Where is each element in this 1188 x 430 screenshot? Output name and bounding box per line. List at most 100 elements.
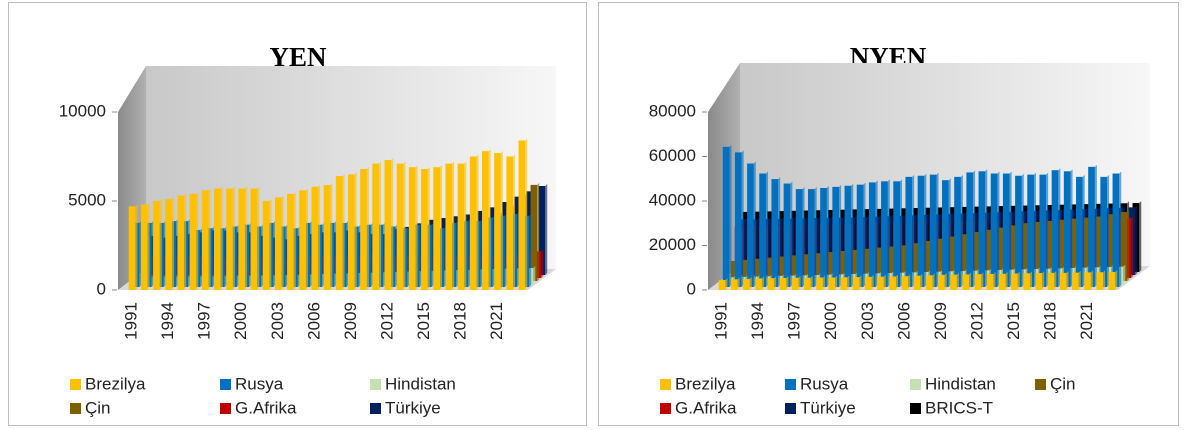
legend-label: Brezilya xyxy=(675,374,736,393)
bar-side xyxy=(912,174,915,287)
bar-side xyxy=(147,202,150,290)
bar xyxy=(840,277,848,290)
bar xyxy=(1112,173,1120,287)
bar-side xyxy=(545,184,548,275)
bar xyxy=(791,255,799,281)
bar-side xyxy=(1066,270,1069,290)
bar xyxy=(140,204,148,290)
bar-side xyxy=(1078,270,1081,290)
bar xyxy=(937,238,945,281)
bar xyxy=(250,188,258,290)
bar-side xyxy=(908,274,911,290)
bar-side xyxy=(960,174,963,287)
bar-side xyxy=(847,275,850,290)
bar xyxy=(238,188,246,290)
bar-side xyxy=(1127,210,1130,281)
bar-side xyxy=(932,273,935,290)
bar-side xyxy=(924,173,927,287)
legend-label: Türkiye xyxy=(385,398,441,417)
bar-side xyxy=(944,272,947,290)
bar xyxy=(1015,175,1022,287)
bar xyxy=(767,257,774,281)
bar-side xyxy=(427,166,430,290)
bar xyxy=(803,254,811,281)
y-tick-label: 40000 xyxy=(649,190,696,209)
bar-side xyxy=(895,274,898,290)
bar-side xyxy=(1103,270,1106,290)
y-tick-label: 0 xyxy=(97,279,106,298)
bar-side xyxy=(159,199,162,290)
x-tick-label: 1994 xyxy=(748,302,767,340)
bar xyxy=(990,173,998,287)
bar xyxy=(917,175,925,287)
bar xyxy=(868,182,876,287)
bar xyxy=(1084,272,1091,290)
bar-side xyxy=(257,186,260,290)
bar xyxy=(469,156,477,290)
legend-label: Hindistan xyxy=(385,374,456,393)
bar-side xyxy=(1082,174,1085,287)
bar xyxy=(743,278,750,290)
bar-side xyxy=(1094,164,1097,287)
bar xyxy=(747,163,754,287)
x-tick-label: 2012 xyxy=(377,302,396,340)
bar xyxy=(189,193,197,290)
bar xyxy=(929,174,937,287)
bar xyxy=(457,163,465,290)
bar-side xyxy=(525,138,528,290)
bar xyxy=(1035,222,1042,281)
bar xyxy=(742,259,750,281)
bar xyxy=(913,243,921,281)
bar xyxy=(323,184,331,290)
legend-swatch xyxy=(370,379,381,390)
bar-side xyxy=(1070,169,1073,287)
y-tick-label: 5000 xyxy=(68,190,106,209)
bar xyxy=(1047,272,1055,290)
bar-side xyxy=(790,181,793,287)
bar xyxy=(804,277,811,290)
bar xyxy=(844,185,852,287)
x-tick-label: 2000 xyxy=(821,302,840,340)
bar xyxy=(1059,272,1067,290)
bar xyxy=(335,176,343,290)
bar-side xyxy=(529,213,532,287)
bar-side xyxy=(920,273,923,290)
bar xyxy=(771,179,779,287)
bar-side xyxy=(765,171,768,287)
bar-side xyxy=(1090,270,1093,290)
bar xyxy=(942,180,949,287)
legend-label: Çin xyxy=(1050,374,1076,393)
bar xyxy=(889,276,896,290)
bar-side xyxy=(863,182,866,287)
legend-label: Rusya xyxy=(800,374,849,393)
bar xyxy=(779,277,787,290)
bar xyxy=(974,274,982,290)
bar xyxy=(816,253,823,281)
bar xyxy=(893,181,900,287)
y-tick-label: 80000 xyxy=(649,101,696,120)
bar xyxy=(1002,173,1010,287)
bar xyxy=(840,250,848,281)
bar xyxy=(755,278,762,290)
y-tick-label: 10000 xyxy=(59,101,106,120)
legend-swatch xyxy=(660,379,671,390)
bar-side xyxy=(391,158,394,290)
bar-side xyxy=(330,182,333,290)
bar-side xyxy=(948,178,951,287)
bar xyxy=(978,171,986,287)
x-tick-label: 2018 xyxy=(450,302,469,340)
bar xyxy=(1071,218,1079,281)
bar-side xyxy=(171,197,174,290)
legend-swatch xyxy=(785,403,796,414)
legend-swatch xyxy=(1035,379,1046,390)
bar-side xyxy=(452,161,455,290)
x-tick-label: 2003 xyxy=(268,302,287,340)
bar-side xyxy=(725,277,728,290)
legend-label: Rusya xyxy=(235,374,284,393)
bar-side xyxy=(1046,172,1049,287)
legend-swatch xyxy=(785,379,796,390)
bar-side xyxy=(1131,215,1134,278)
x-tick-label: 2021 xyxy=(1077,302,1096,340)
bar xyxy=(538,186,546,275)
